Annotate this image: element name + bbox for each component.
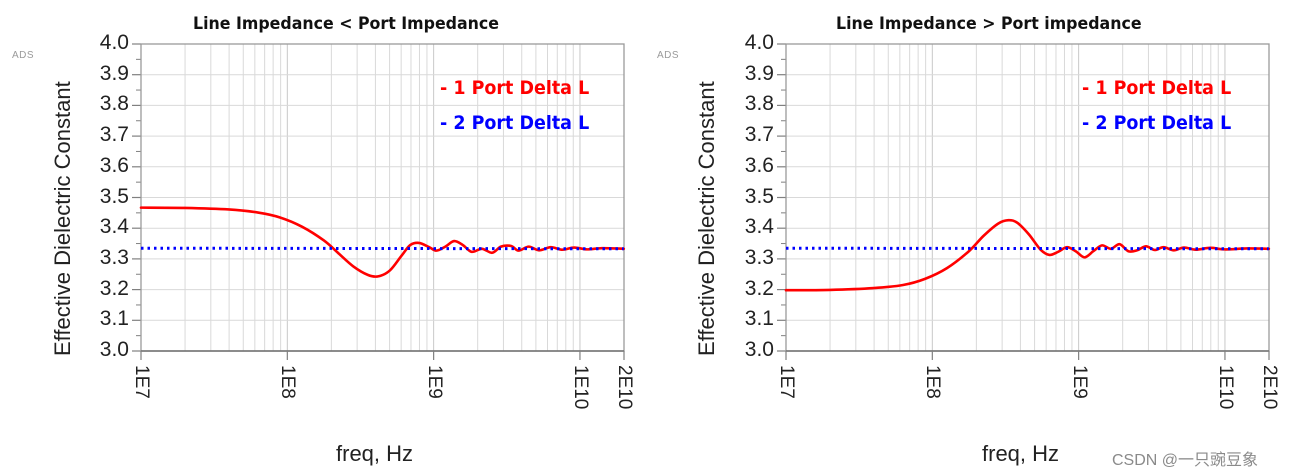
y-tick-label: 4.0 (744, 31, 774, 54)
x-axis-label: freq, Hz (336, 441, 414, 466)
y-tick-label: 4.0 (99, 31, 129, 54)
y-tick-label: 3.4 (99, 215, 129, 239)
chart-panel-left: Line Impedance < Port Impedance ADS Effe… (0, 0, 648, 475)
y-tick-label: 3.3 (99, 245, 129, 269)
x-tick-label: 1E7 (131, 365, 152, 399)
chart-panel-right: Line Impedance > Port impedance ADS Effe… (645, 0, 1293, 475)
chart-title: Line Impedance > Port impedance (836, 14, 1142, 34)
y-tick-label: 3.4 (744, 215, 774, 239)
y-tick-label: 3.0 (99, 338, 129, 361)
chart-title: Line Impedance < Port Impedance (193, 14, 500, 34)
legend-item-2-port: - 2 Port Delta L (440, 112, 590, 134)
x-tick-label: 1E9 (423, 365, 445, 399)
x-tick-label: 1E8 (277, 365, 299, 399)
y-tick-label: 3.6 (744, 153, 774, 177)
legend-item-1-port: - 1 Port Delta L (1082, 77, 1232, 99)
y-tick-label: 3.1 (744, 307, 774, 331)
y-tick-label: 3.2 (744, 276, 774, 300)
y-tick-label: 3.7 (99, 123, 129, 147)
y-tick-label: 3.3 (744, 245, 774, 269)
x-tick-label: 1E10 (569, 365, 591, 410)
ads-watermark: ADS (657, 50, 680, 61)
x-tick-label: 2E10 (614, 365, 635, 410)
plot-area-left (132, 43, 626, 360)
y-tick-label: 3.2 (99, 276, 129, 300)
y-tick-label: 3.7 (744, 123, 774, 147)
y-tick-label: 3.5 (99, 184, 129, 208)
series-line-2-port (785, 246, 1269, 251)
series-line-1-port (139, 206, 626, 278)
y-tick-label: 3.6 (99, 153, 129, 177)
csdn-watermark: CSDN @一只豌豆象 (1112, 452, 1259, 469)
series-line-1-port (784, 218, 1271, 292)
y-axis-label: Effective Dielectric Constant (50, 81, 75, 356)
y-tick-label: 3.9 (99, 61, 129, 85)
legend-item-1-port: - 1 Port Delta L (440, 77, 590, 99)
x-tick-label: 2E10 (1259, 365, 1280, 410)
y-tick-label: 3.1 (99, 307, 129, 331)
y-tick-label: 3.8 (99, 92, 129, 116)
x-tick-label: 1E8 (922, 365, 944, 399)
legend-item-2-port: - 2 Port Delta L (1082, 112, 1232, 134)
plot-area-right (777, 43, 1271, 360)
x-tick-label: 1E7 (776, 365, 797, 399)
ads-watermark: ADS (12, 50, 35, 61)
y-tick-label: 3.9 (744, 61, 774, 85)
x-axis-label: freq, Hz (982, 441, 1060, 466)
x-tick-label: 1E10 (1214, 365, 1236, 410)
y-tick-label: 3.8 (744, 92, 774, 116)
x-tick-label: 1E9 (1068, 365, 1090, 399)
y-axis-label: Effective Dielectric Constant (694, 81, 719, 356)
series-line-2-port (140, 246, 624, 251)
y-tick-label: 3.5 (744, 184, 774, 208)
y-tick-label: 3.0 (744, 338, 774, 361)
